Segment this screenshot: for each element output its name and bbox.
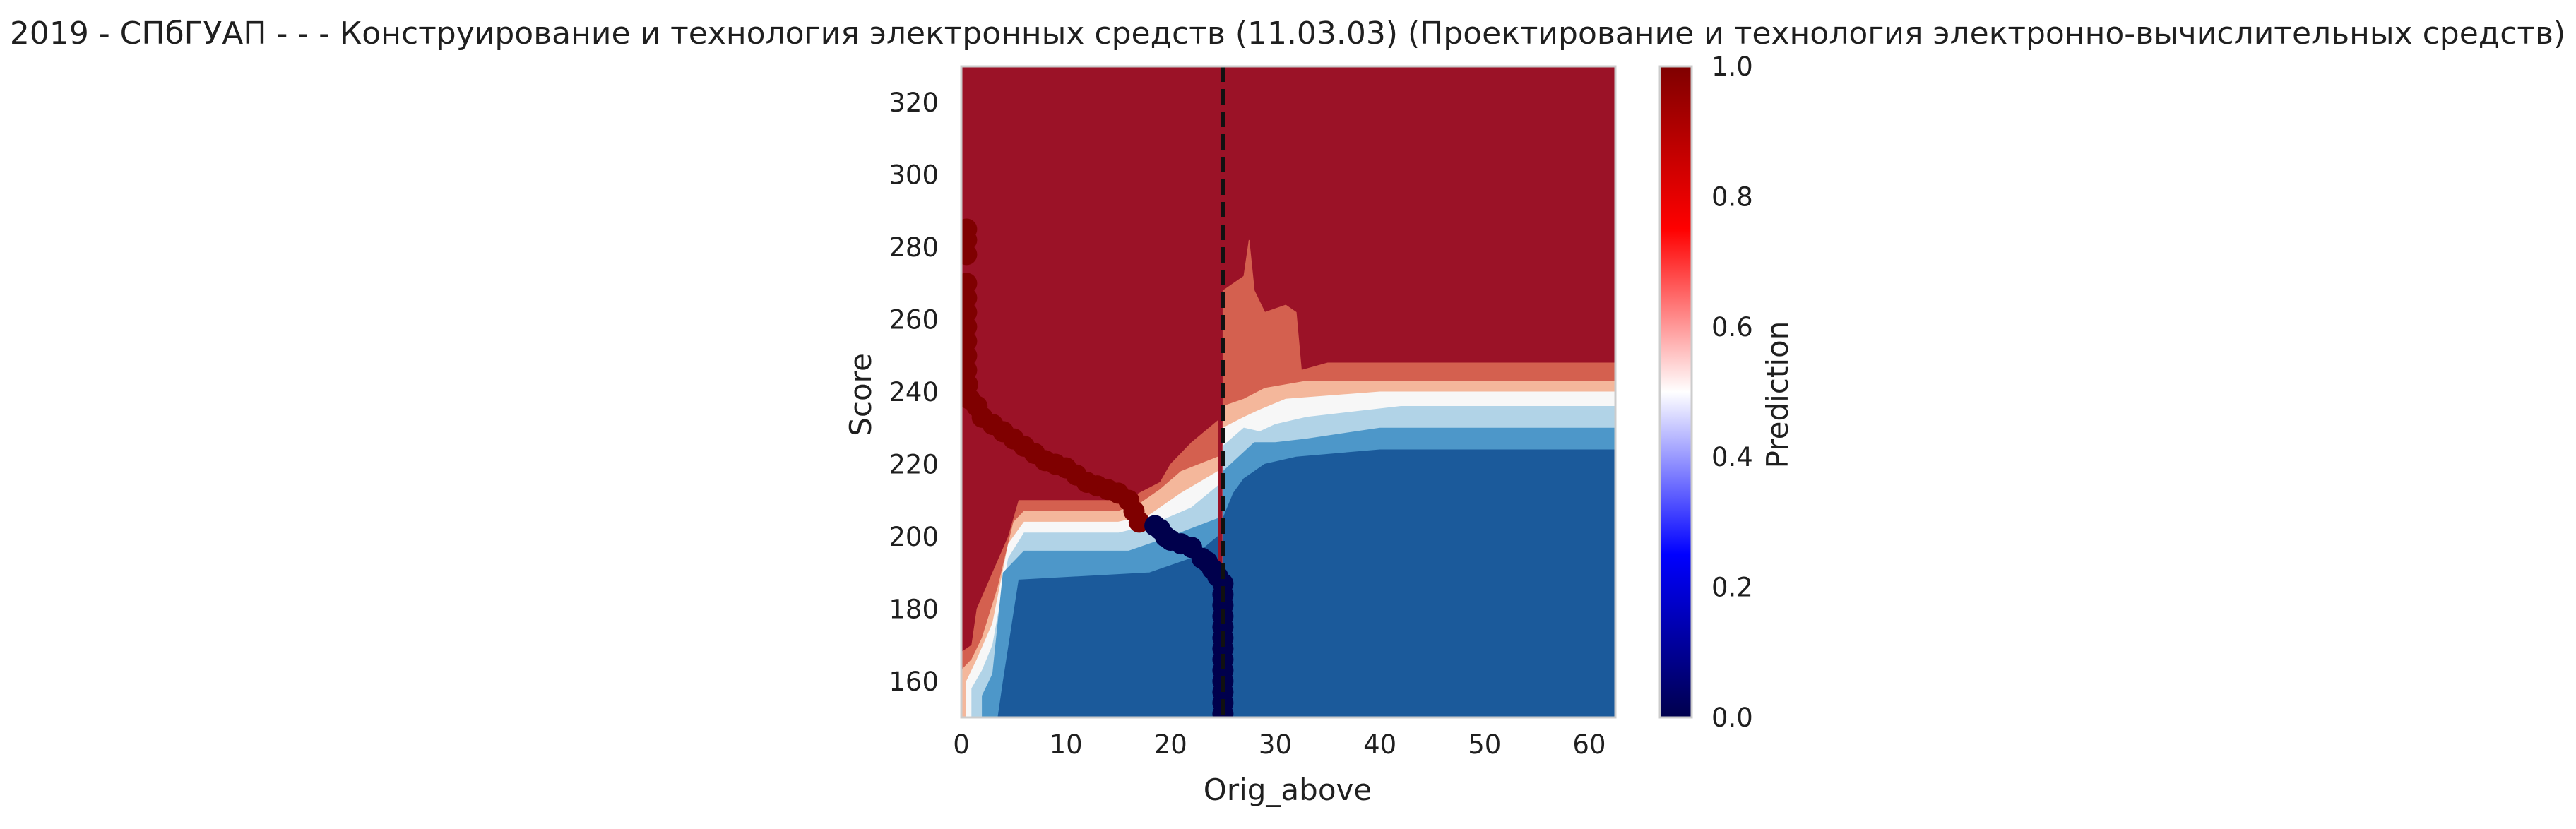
colorbar-tick-label: 0.8 <box>1711 181 1753 212</box>
x-tick-label: 10 <box>1050 729 1083 760</box>
x-tick-label: 50 <box>1468 729 1501 760</box>
y-tick-label: 280 <box>889 232 939 263</box>
colorbar: 0.0 0.2 0.4 0.6 0.8 1.0 <box>1658 52 1753 733</box>
point-pred-1 <box>961 244 978 266</box>
y-tick-label: 180 <box>889 594 939 624</box>
x-axis: 0 10 20 30 40 50 60 <box>953 729 1605 760</box>
y-tick-label: 320 <box>889 88 939 118</box>
x-tick-label: 40 <box>1363 729 1396 760</box>
y-tick-label: 220 <box>889 449 939 479</box>
colorbar-label: Prediction <box>1760 321 1795 469</box>
y-tick-label: 240 <box>889 377 939 407</box>
colorbar-tick-label: 1.0 <box>1711 52 1753 82</box>
x-axis-label: Orig_above <box>1204 773 1372 807</box>
colorbar-tick-label: 0.4 <box>1711 442 1753 472</box>
colorbar-tick-label: 0.2 <box>1711 573 1753 603</box>
y-tick-label: 300 <box>889 160 939 191</box>
x-tick-label: 0 <box>953 729 970 760</box>
x-tick-label: 30 <box>1259 729 1292 760</box>
plot-frame <box>960 65 1617 719</box>
x-tick-label: 60 <box>1572 729 1605 760</box>
band-right-5 <box>1222 449 1615 717</box>
y-tick-label: 260 <box>889 305 939 335</box>
colorbar-tick-label: 0.6 <box>1711 312 1753 342</box>
y-tick-label: 160 <box>889 667 939 697</box>
y-axis: 160 180 200 220 240 260 280 300 320 <box>889 88 939 697</box>
y-tick-label: 200 <box>889 522 939 552</box>
y-axis-label: Score <box>843 353 878 436</box>
colorbar-tick-label: 0.0 <box>1711 703 1753 733</box>
x-tick-label: 20 <box>1154 729 1187 760</box>
chart-title: 2019 - СПбГУАП - - - Конструирование и т… <box>10 16 2565 52</box>
plot-area <box>960 65 1617 719</box>
colorbar-gradient <box>1658 65 1693 719</box>
